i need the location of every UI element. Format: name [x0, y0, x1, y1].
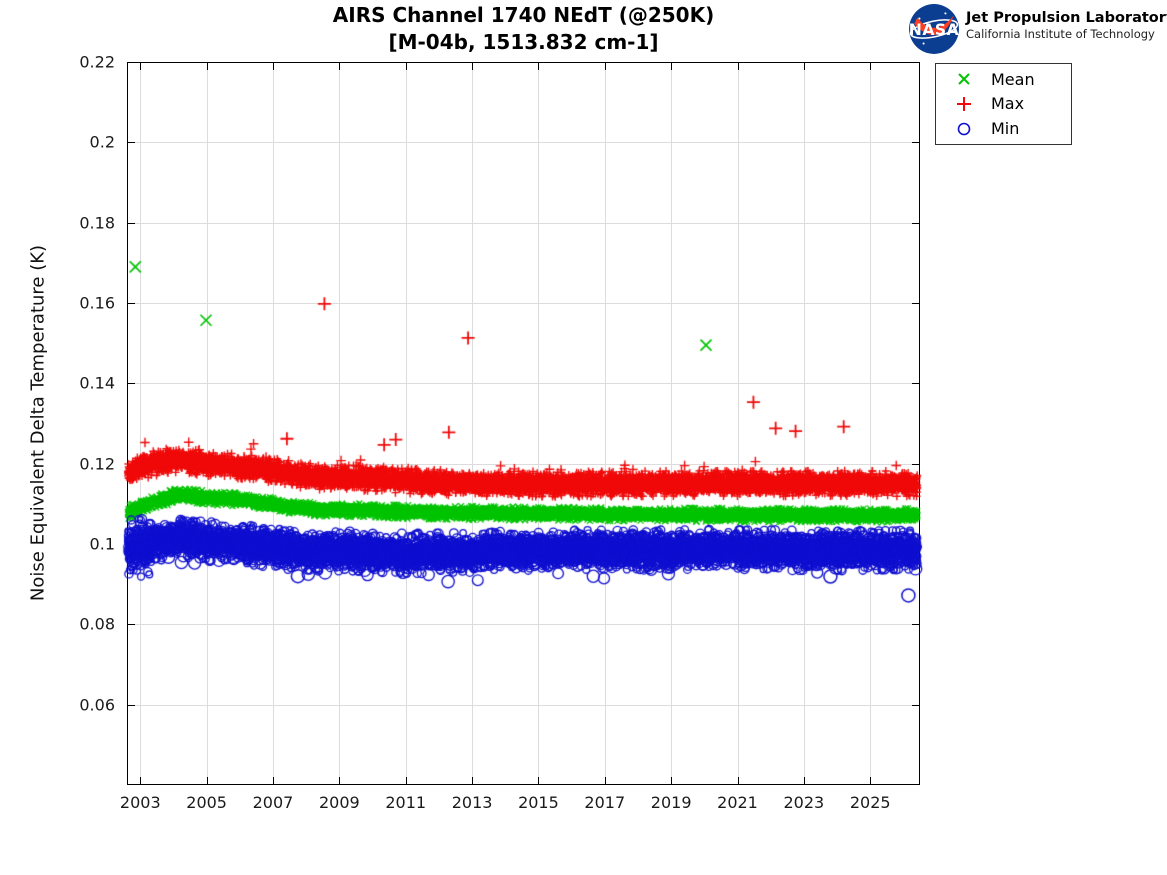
y-tick-label-0.22: 0.22 — [79, 52, 115, 72]
legend: Mean Max Min — [935, 63, 1072, 145]
jpl-name: Jet Propulsion Laboratory — [966, 10, 1167, 26]
legend-item-max: Max — [936, 92, 1071, 116]
svg-text:NASA: NASA — [909, 21, 960, 39]
max-plus-path — [957, 96, 971, 111]
chart-title: AIRS Channel 1740 NEdT (@250K) — [332, 3, 715, 27]
x-tick-label-2017: 2017 — [584, 793, 626, 812]
legend-item-mean: Mean — [936, 67, 1071, 91]
legend-label-mean: Mean — [991, 69, 1035, 89]
y-tick-label-0.16: 0.16 — [79, 293, 115, 313]
x-tick-label-2019: 2019 — [650, 793, 692, 812]
y-tick-label-0.1: 0.1 — [89, 534, 115, 554]
x-tick-label-2011: 2011 — [385, 793, 427, 812]
mean-x-path — [958, 73, 970, 86]
nasa-insignia-icon: NASA — [909, 4, 960, 54]
chart-title-block: AIRS Channel 1740 NEdT (@250K) [M-04b, 1… — [127, 2, 920, 56]
x-tick-label-2007: 2007 — [252, 793, 294, 812]
y-tick-label-0.06: 0.06 — [79, 695, 115, 715]
scatter-canvas — [117, 52, 930, 795]
x-tick-label-2009: 2009 — [318, 793, 360, 812]
legend-label-max: Max — [991, 94, 1025, 114]
max-plus-marker-icon — [949, 95, 979, 113]
x-tick-label-2015: 2015 — [518, 793, 559, 812]
x-tick-label-2005: 2005 — [186, 793, 227, 812]
x-tick-label-2003: 2003 — [119, 793, 161, 812]
x-tick-label-2021: 2021 — [717, 793, 758, 812]
y-tick-label-0.14: 0.14 — [79, 373, 115, 393]
jpl-logo: NASA Jet Propulsion Laboratory Californi… — [904, 2, 1167, 54]
mean-x-marker-icon — [949, 71, 979, 87]
y-tick-label-0.2: 0.2 — [89, 132, 115, 152]
min-circle-path — [957, 122, 971, 135]
jpl-logo-text: Jet Propulsion Laboratory California Ins… — [966, 9, 1167, 42]
min-circle-marker-icon — [949, 121, 979, 137]
legend-label-min: Min — [991, 119, 1020, 139]
y-tick-label-0.08: 0.08 — [79, 614, 115, 634]
legend-item-min: Min — [936, 117, 1071, 141]
jpl-affiliation: California Institute of Technology — [966, 27, 1155, 41]
y-tick-label-0.12: 0.12 — [79, 454, 115, 474]
x-tick-label-2013: 2013 — [451, 793, 493, 812]
y-tick-label-0.18: 0.18 — [79, 213, 115, 233]
chart-subtitle: [M-04b, 1513.832 cm-1] — [388, 30, 659, 54]
x-tick-label-2025: 2025 — [849, 793, 891, 812]
x-tick-label-2023: 2023 — [783, 793, 825, 812]
